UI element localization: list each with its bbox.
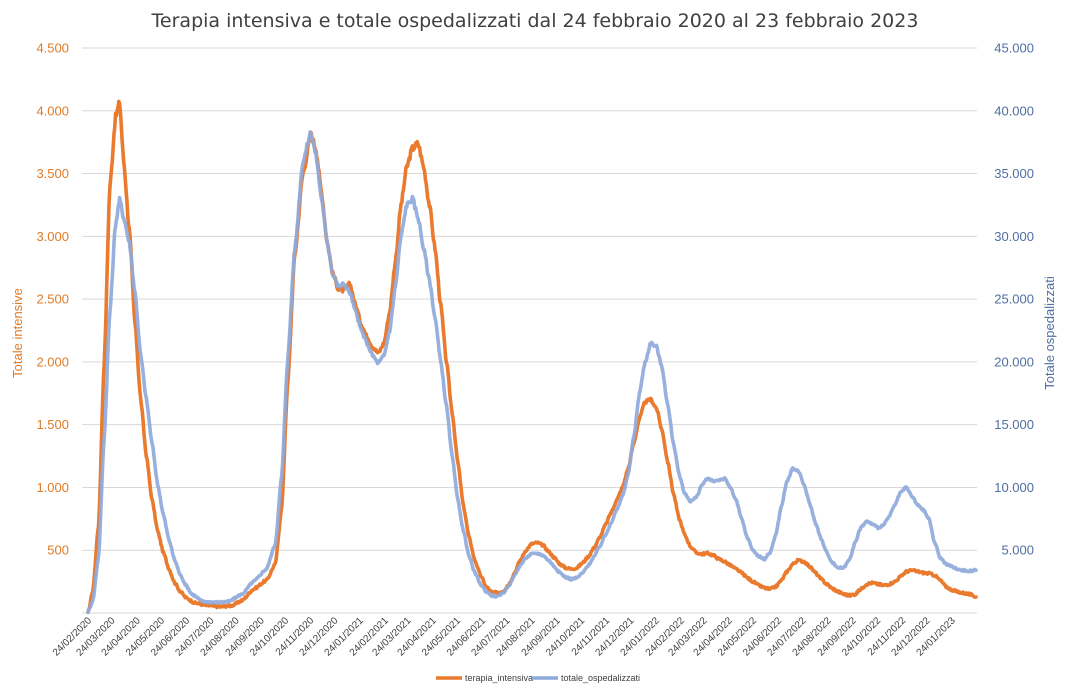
chart-title: Terapia intensiva e totale ospedalizzati… [151, 10, 919, 32]
legend-label: totale_ospedalizzati [561, 673, 640, 683]
y-tick-left: 4.000 [36, 103, 69, 118]
y-tick-left: 500 [47, 543, 69, 558]
y-tick-left: 2.500 [36, 292, 69, 307]
y-axis-left-title: Totale intensive [10, 288, 25, 378]
y-tick-right: 35.000 [994, 166, 1034, 181]
series-line-terapia-intensiva [86, 99, 978, 614]
y-tick-left: 3.500 [36, 166, 69, 181]
y-tick-right: 5.000 [1001, 543, 1034, 558]
y-tick-right: 15.000 [994, 417, 1034, 432]
y-tick-left: 1.000 [36, 480, 69, 495]
series-layer [86, 99, 978, 615]
y-tick-right: 25.000 [994, 292, 1034, 307]
y-tick-left: 3.000 [36, 229, 69, 244]
series-line-totale-ospedalizzati [86, 130, 978, 615]
y-tick-left: 1.500 [36, 417, 69, 432]
gridlines [82, 47, 977, 614]
legend: terapia_intensiva totale_ospedalizzati [436, 673, 640, 683]
y-tick-right: 20.000 [994, 354, 1034, 369]
y-tick-left: 2.000 [36, 354, 69, 369]
y-tick-right: 40.000 [994, 103, 1034, 118]
y-tick-right: 45.000 [994, 41, 1034, 56]
legend-label: terapia_intensiva [465, 673, 533, 683]
y-tick-right: 10.000 [994, 480, 1034, 495]
y-tick-right: 30.000 [994, 229, 1034, 244]
y-axis-right-title: Totale ospedalizzati [1042, 276, 1057, 390]
y-axis-right: 5.000 10.000 15.000 20.000 25.000 30.000 35.00… [994, 41, 1034, 558]
y-tick-left: 4.500 [36, 41, 69, 56]
y-axis-left: 500 1.000 1.500 2.000 2.500 3.000 3.500 4.000 4.… [36, 41, 69, 558]
